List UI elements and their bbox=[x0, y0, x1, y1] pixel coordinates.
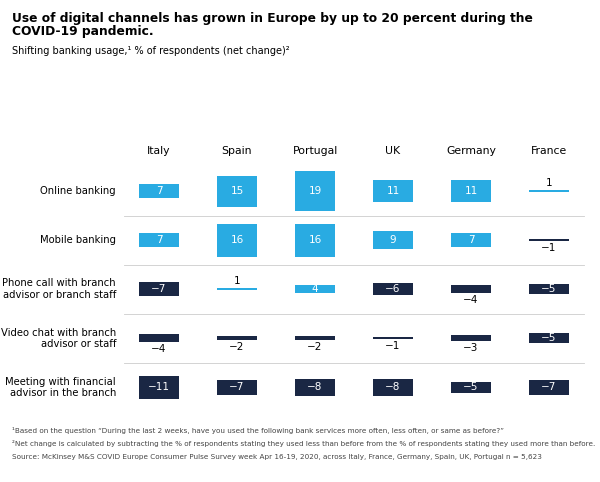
Bar bbox=[217, 288, 257, 290]
Text: 1: 1 bbox=[233, 276, 241, 286]
Text: 16: 16 bbox=[308, 235, 322, 245]
Text: −1: −1 bbox=[385, 341, 401, 351]
Text: 15: 15 bbox=[230, 186, 244, 196]
Text: −8: −8 bbox=[385, 382, 401, 392]
Text: Portugal: Portugal bbox=[292, 146, 338, 156]
Text: 7: 7 bbox=[467, 235, 475, 245]
Bar bbox=[373, 379, 413, 396]
Bar bbox=[139, 184, 179, 198]
Bar bbox=[139, 233, 179, 247]
Text: 16: 16 bbox=[230, 235, 244, 245]
Text: Italy: Italy bbox=[147, 146, 171, 156]
Text: −2: −2 bbox=[229, 342, 245, 352]
Text: Online banking: Online banking bbox=[40, 186, 116, 196]
Bar bbox=[529, 380, 569, 395]
Text: −5: −5 bbox=[541, 334, 557, 343]
Bar bbox=[451, 382, 491, 392]
Text: −1: −1 bbox=[541, 243, 557, 253]
Bar bbox=[139, 282, 179, 296]
Text: −4: −4 bbox=[151, 345, 167, 354]
Text: −7: −7 bbox=[229, 382, 245, 392]
Bar bbox=[373, 283, 413, 295]
Bar bbox=[529, 239, 569, 241]
Text: France: France bbox=[531, 146, 567, 156]
Text: −11: −11 bbox=[148, 382, 170, 392]
Text: −6: −6 bbox=[385, 284, 401, 294]
Text: −7: −7 bbox=[151, 284, 167, 294]
Text: COVID-19 pandemic.: COVID-19 pandemic. bbox=[12, 25, 154, 38]
Bar bbox=[217, 336, 257, 340]
Text: 7: 7 bbox=[155, 186, 163, 196]
Text: −3: −3 bbox=[463, 343, 479, 353]
Bar bbox=[373, 180, 413, 202]
Text: 11: 11 bbox=[464, 186, 478, 196]
Bar bbox=[139, 334, 179, 342]
Text: 11: 11 bbox=[386, 186, 400, 196]
Bar bbox=[295, 336, 335, 340]
Text: 4: 4 bbox=[311, 284, 319, 294]
Text: −2: −2 bbox=[307, 342, 323, 352]
Text: Germany: Germany bbox=[446, 146, 496, 156]
Bar bbox=[373, 337, 413, 339]
Text: Video chat with branch
advisor or staff: Video chat with branch advisor or staff bbox=[1, 328, 116, 349]
Text: −5: −5 bbox=[463, 382, 479, 392]
Text: −5: −5 bbox=[541, 284, 557, 294]
Text: 19: 19 bbox=[308, 186, 322, 196]
Bar bbox=[451, 180, 491, 202]
Bar bbox=[451, 335, 491, 341]
Text: 7: 7 bbox=[155, 235, 163, 245]
Bar bbox=[217, 175, 257, 206]
Text: Mobile banking: Mobile banking bbox=[40, 235, 116, 245]
Text: −8: −8 bbox=[307, 382, 323, 392]
Text: Phone call with branch
advisor or branch staff: Phone call with branch advisor or branch… bbox=[2, 279, 116, 300]
Text: Source: McKinsey M&S COVID Europe Consumer Pulse Survey week Apr 16-19, 2020, ac: Source: McKinsey M&S COVID Europe Consum… bbox=[12, 454, 542, 459]
Bar bbox=[451, 233, 491, 247]
Bar bbox=[295, 172, 335, 211]
Bar bbox=[217, 380, 257, 395]
Bar bbox=[373, 231, 413, 249]
Text: ²Net change is calculated by subtracting the % of respondents stating they used : ²Net change is calculated by subtracting… bbox=[12, 440, 595, 447]
Text: UK: UK bbox=[385, 146, 401, 156]
Bar bbox=[529, 333, 569, 344]
Text: Meeting with financial
advisor in the branch: Meeting with financial advisor in the br… bbox=[5, 376, 116, 398]
Text: Shifting banking usage,¹ % of respondents (net change)²: Shifting banking usage,¹ % of respondent… bbox=[12, 46, 290, 56]
Bar bbox=[451, 285, 491, 294]
Bar bbox=[217, 224, 257, 256]
Bar bbox=[529, 190, 569, 192]
Text: 9: 9 bbox=[389, 235, 397, 245]
Text: −7: −7 bbox=[541, 382, 557, 392]
Bar bbox=[529, 284, 569, 295]
Text: Use of digital channels has grown in Europe by up to 20 percent during the: Use of digital channels has grown in Eur… bbox=[12, 12, 533, 25]
Text: 1: 1 bbox=[545, 178, 553, 188]
Bar bbox=[139, 376, 179, 399]
Text: Spain: Spain bbox=[222, 146, 252, 156]
Bar bbox=[295, 379, 335, 396]
Text: −4: −4 bbox=[463, 295, 479, 305]
Bar bbox=[295, 285, 335, 294]
Bar bbox=[295, 224, 335, 256]
Text: ¹Based on the question “During the last 2 weeks, have you used the following ban: ¹Based on the question “During the last … bbox=[12, 427, 504, 434]
